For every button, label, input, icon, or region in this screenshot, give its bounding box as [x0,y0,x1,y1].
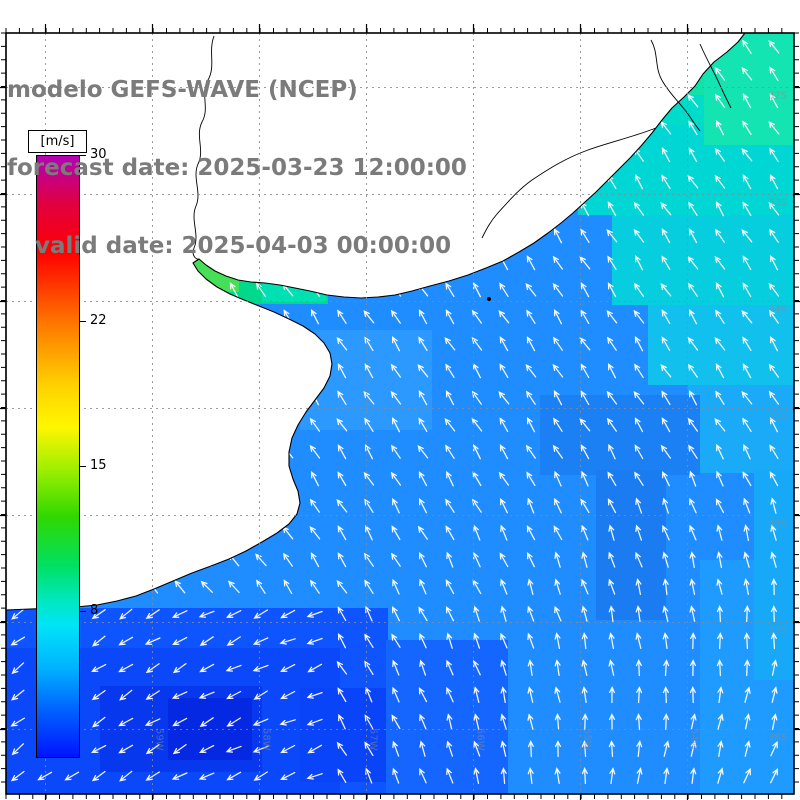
brazil-uruguay-border [481,127,657,239]
coastal-city-marker [487,297,491,301]
ocean-speed-patch [612,215,794,305]
header-titles: modelo GEFS-WAVE (NCEP) forecast date: 2… [7,25,467,311]
valid-date-line: valid date: 2025-04-03 00:00:00 [35,233,452,259]
longitude-grid-label: 60W [47,728,58,751]
forecast-date-line: forecast date: 2025-03-23 12:00:00 [7,155,467,181]
latitude-grid-label: 38S [768,733,787,744]
ocean-speed-patch [540,395,700,475]
map-frame-border [5,32,795,795]
latitude-grid-label: 37S [768,626,787,637]
latitude-grid-label: 35S [768,412,787,423]
lagoon-coast-outline [650,39,701,132]
longitude-grid-label: 56W [475,728,486,751]
major-tick-marks [0,24,800,800]
latitude-grid-label: 33S [768,198,787,209]
ocean-speed-patch [596,470,666,620]
latitude-grid-label: 32S [768,91,787,102]
land-layer [5,32,746,611]
longitude-grid-label: 54W [689,728,700,751]
lagoon-coast-outline-2 [699,43,732,109]
latitude-grid-label: 34S [768,305,787,316]
longitude-grid-label: 58W [261,728,272,751]
model-title: modelo GEFS-WAVE (NCEP) [7,77,358,103]
longitude-grid-label: 55W [582,728,593,751]
land-mass-coastline [5,32,746,611]
map-frame [0,24,800,800]
longitude-grid-label: 59W [154,728,165,751]
ocean-speed-patch [688,385,794,473]
longitude-grid-label: 57W [368,728,379,751]
latitude-grid-label: 36S [768,519,787,530]
uruguay-river-border [192,35,215,260]
